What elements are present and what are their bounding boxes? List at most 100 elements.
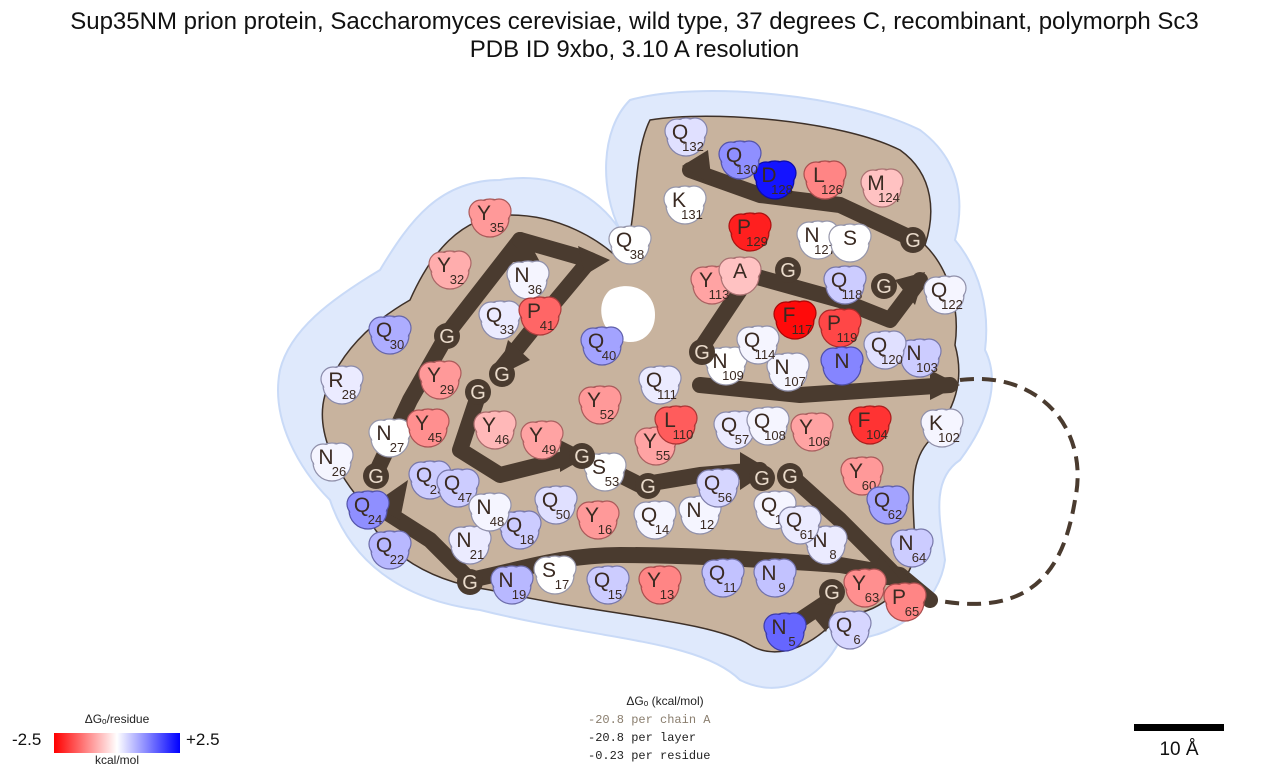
residue-number: 49 (542, 442, 556, 457)
residue-fill (667, 187, 703, 223)
glycine-letter: G (905, 230, 921, 252)
residue-fill (708, 348, 744, 384)
residue-number: 64 (912, 550, 926, 565)
residue-fill (924, 410, 960, 446)
residue: Q22 (368, 530, 412, 570)
residue-fill (452, 527, 488, 563)
glycine-marker: G (489, 361, 515, 387)
residue-number: 26 (332, 464, 346, 479)
arrowhead-7 (930, 370, 960, 400)
residue-letter: Q (704, 472, 720, 495)
residue-letter: S (843, 227, 857, 250)
residue-letter: Q (416, 464, 432, 487)
residue-number: 46 (495, 432, 509, 447)
residue-fill (822, 310, 858, 346)
residue-number: 11 (723, 580, 737, 595)
residue-fill (524, 422, 560, 458)
residue-number: 40 (602, 348, 616, 363)
residue-letter: R (328, 369, 343, 392)
residue-letter: Y (477, 202, 491, 225)
residue: Q14 (633, 500, 677, 540)
residue: N64 (890, 528, 934, 568)
title-line-1: Sup35NM prion protein, Saccharomyces cer… (70, 8, 1199, 35)
glycine-dot (749, 465, 775, 491)
energy-per-residue: -0.23 per residue (588, 749, 711, 763)
residue-fill (538, 487, 574, 523)
residue-fill (372, 420, 408, 456)
residue: N36 (506, 260, 550, 300)
residue-letter: N (686, 499, 701, 522)
glycine-marker: G (569, 443, 595, 469)
residue-fill (432, 252, 468, 288)
residue-number: 45 (428, 430, 442, 445)
residue-letter: P (527, 300, 541, 323)
glycine-marker: G (689, 339, 715, 365)
residue-number: 61 (800, 527, 814, 542)
strand-8 (692, 377, 958, 403)
residue-letter: N (514, 264, 529, 287)
residue-fill (482, 302, 518, 338)
residue-fill (537, 557, 573, 593)
residue-fill (847, 570, 883, 606)
residue: P65 (883, 582, 927, 622)
residue: Y29 (418, 360, 462, 400)
residue-number: 6 (853, 632, 860, 647)
residue-number: 122 (941, 297, 963, 312)
residue-number: 48 (490, 514, 504, 529)
residue-number: 107 (784, 374, 806, 389)
residue: Y63 (843, 568, 887, 608)
residue-fill (732, 214, 768, 250)
residue: N5 (763, 612, 807, 652)
residue-number: 57 (735, 432, 749, 447)
residue-letter: P (892, 586, 906, 609)
residue-number: 38 (630, 247, 644, 262)
residue-letter: N (834, 350, 849, 373)
residue-number: 63 (865, 590, 879, 605)
residue-fill (832, 612, 868, 648)
residue-number: 15 (608, 587, 622, 602)
glycine-dot (689, 339, 715, 365)
residue-number: 24 (368, 512, 382, 527)
residue-number: 41 (540, 318, 554, 333)
residue-letter: Q (486, 304, 502, 327)
residue-number: 111 (657, 387, 677, 402)
residue: Q62 (866, 485, 910, 525)
glycine-dot (363, 463, 389, 489)
glycine-dot (635, 473, 661, 499)
residue-number: 18 (520, 532, 534, 547)
glycine-letter: G (462, 572, 478, 594)
residue-letter: Q (931, 279, 947, 302)
glycine-marker: G (775, 257, 801, 283)
residue-number: 117 (792, 322, 813, 337)
residue-letter: N (498, 569, 513, 592)
residue-number: 120 (881, 352, 903, 367)
residue: Y60 (840, 456, 884, 496)
residue-fill (324, 367, 360, 403)
arrowhead-8 (895, 272, 925, 305)
residue-letter: Q (641, 504, 657, 527)
strand-4 (492, 232, 598, 378)
residue-fill (472, 494, 508, 530)
residue-number: 103 (916, 360, 938, 375)
residue: S53 (583, 452, 627, 492)
arrowhead-1 (372, 480, 408, 520)
residue-fill (722, 258, 758, 294)
glycine-letter: G (694, 342, 710, 364)
title-line-2: PDB ID 9xbo, 3.10 A resolution (469, 36, 800, 63)
residue-letter: Q (672, 121, 688, 144)
residue-letter: Q (542, 489, 558, 512)
energy-title: ΔGₒ (kcal/mol) (626, 694, 704, 708)
glycine-marker: G (363, 463, 389, 489)
residue-letter: N (712, 350, 727, 373)
residue-letter: Q (836, 614, 852, 637)
residue-letter: Y (437, 254, 451, 277)
residue-fill (314, 444, 350, 480)
residue-letter: N (898, 532, 913, 555)
